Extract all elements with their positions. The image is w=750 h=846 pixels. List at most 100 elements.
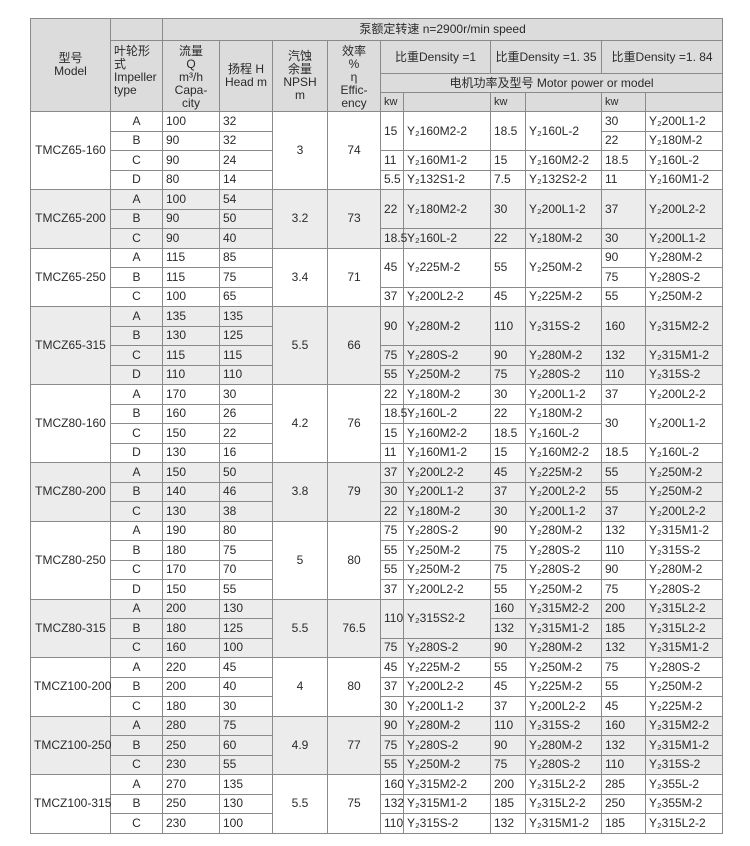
motor-kw-density-1: 132 xyxy=(380,793,404,814)
motor-kw-density-2: 15 xyxy=(490,150,526,171)
motor-kw-density-3: 250 xyxy=(601,793,646,814)
impeller-type-cell: D xyxy=(110,442,163,463)
header-kw-2: kw xyxy=(490,92,526,112)
efficiency-cell: 80 xyxy=(327,657,381,717)
head-cell: 125 xyxy=(219,325,273,346)
motor-kw-density-1: 75 xyxy=(380,735,404,756)
impeller-type-cell: B xyxy=(110,267,163,288)
motor-kw-density-3: 132 xyxy=(601,637,646,658)
capacity-cell: 115 xyxy=(162,247,220,268)
motor-model-density-2: Y₂280S-2 xyxy=(525,559,602,580)
table-row: B 90 50 xyxy=(31,208,723,229)
header-motor: 电机功率及型号 Motor power or model xyxy=(379,73,724,93)
motor-model-density-2: Y₂250M-2 xyxy=(525,247,602,288)
npsh-cell: 4.9 xyxy=(272,715,328,775)
impeller-type-cell: C xyxy=(110,559,163,580)
impeller-type-cell: B xyxy=(110,403,163,424)
motor-model-density-2: Y₂160M2-2 xyxy=(525,442,602,463)
header-capacity: 流量 Q m³/h Capa-city xyxy=(162,40,220,112)
capacity-cell: 80 xyxy=(162,169,220,190)
motor-model-density-2: Y₂315M1-2 xyxy=(525,618,602,639)
model-cell: TMCZ100-250 xyxy=(30,715,111,775)
capacity-cell: 100 xyxy=(162,286,220,307)
motor-model-density-3: Y₂315L2-2 xyxy=(644,813,724,834)
impeller-type-cell: A xyxy=(110,247,163,268)
motor-kw-density-1: 55 xyxy=(380,559,404,580)
capacity-cell: 250 xyxy=(162,793,220,814)
header-blank xyxy=(110,18,163,41)
impeller-type-cell: A xyxy=(110,774,163,795)
impeller-type-cell: C xyxy=(110,637,163,658)
efficiency-cell: 76 xyxy=(327,384,381,463)
motor-kw-density-3: 37 xyxy=(601,189,646,229)
motor-model-density-2: Y₂280S-2 xyxy=(525,754,602,775)
model-cell: TMCZ65-160 xyxy=(30,111,111,190)
capacity-cell: 140 xyxy=(162,481,220,502)
npsh-cell: 3.8 xyxy=(272,462,328,522)
model-cell: TMCZ65-250 xyxy=(30,247,111,307)
motor-model-density-2: Y₂315M1-2 xyxy=(525,813,602,834)
table-row: B 180 75 55 Y₂250M-2 75 Y₂280S-2 110 Y₂315S-2 xyxy=(31,540,724,561)
motor-kw-density-1: 45 xyxy=(380,657,404,678)
capacity-cell: 130 xyxy=(162,325,220,346)
impeller-type-cell: B xyxy=(110,676,163,697)
capacity-cell: 150 xyxy=(162,579,220,600)
header-density-1: 比重Density =1 xyxy=(380,40,491,74)
motor-model-density-3: Y₂225M-2 xyxy=(644,696,724,717)
impeller-type-cell: A xyxy=(110,657,163,678)
motor-kw-density-1: 75 xyxy=(380,345,404,366)
motor-model-density-3: Y₂315L2-2 xyxy=(644,598,724,619)
motor-model-density-1: Y₂200L2-2 xyxy=(403,462,491,483)
table-row: B 180 125 132 Y₂315M1-2 185 Y₂315L2-2 xyxy=(31,618,724,639)
impeller-type-cell: A xyxy=(110,462,163,483)
model-cell: TMCZ80-200 xyxy=(30,462,111,522)
impeller-type-cell: A xyxy=(110,111,163,132)
impeller-type-cell: A xyxy=(110,598,163,619)
motor-kw-density-1: 30 xyxy=(380,481,404,502)
motor-model-density-3: Y₂280S-2 xyxy=(644,267,724,288)
motor-model-density-1: Y₂200L1-2 xyxy=(403,696,491,717)
capacity-cell: 100 xyxy=(162,111,220,132)
motor-model-density-3: Y₂200L1-2 xyxy=(644,403,724,444)
head-cell: 115 xyxy=(219,345,273,366)
capacity-cell: 160 xyxy=(162,403,220,424)
motor-kw-density-3: 55 xyxy=(601,462,646,483)
motor-model-density-3: Y₂250M-2 xyxy=(644,676,724,697)
motor-model-density-3: Y₂355L-2 xyxy=(644,774,724,795)
head-cell: 55 xyxy=(219,579,273,600)
head-cell: 130 xyxy=(219,793,273,814)
npsh-cell: 5.5 xyxy=(272,598,328,658)
head-cell: 70 xyxy=(219,559,273,580)
motor-kw-density-1: 37 xyxy=(380,286,404,307)
model-cell: TMCZ80-160 xyxy=(30,384,111,463)
head-cell: 65 xyxy=(219,286,273,307)
motor-kw-density-2: 55 xyxy=(490,579,526,600)
head-cell: 135 xyxy=(219,774,273,795)
head-cell: 50 xyxy=(219,462,273,483)
motor-kw-density-2: 30 xyxy=(490,384,526,405)
motor-model-density-1: Y₂315S-2 xyxy=(403,813,491,834)
head-cell: 30 xyxy=(219,384,273,405)
capacity-cell: 230 xyxy=(162,813,220,834)
motor-kw-density-2: 200 xyxy=(490,774,526,795)
table-row: TMCZ100-200 A 220 45 4 80 45 Y₂225M-2 55 Y₂250M-2… xyxy=(30,657,724,717)
head-cell: 100 xyxy=(219,813,273,834)
motor-model-density-1: Y₂280M-2 xyxy=(403,306,491,346)
head-cell: 130 xyxy=(219,598,273,619)
header-model-2 xyxy=(525,92,602,112)
motor-kw-density-2: 132 xyxy=(490,618,526,639)
head-cell: 32 xyxy=(219,130,273,151)
capacity-cell: 115 xyxy=(162,267,220,288)
table-row: C 230 100 110 Y₂315S-2 132 Y₂315M1-2 185 Y₂315L2… xyxy=(31,813,724,834)
motor-model-density-1: Y₂160M2-2 xyxy=(403,111,491,151)
motor-model-density-1: Y₂250M-2 xyxy=(403,559,491,580)
model-cell: TMCZ100-315 xyxy=(30,774,111,834)
motor-model-density-2: Y₂200L2-2 xyxy=(525,696,602,717)
motor-model-density-3: Y₂315M1-2 xyxy=(644,520,724,541)
capacity-cell: 160 xyxy=(162,637,220,658)
head-cell: 110 xyxy=(219,364,273,385)
motor-kw-density-3: 285 xyxy=(601,774,646,795)
impeller-type-cell: C xyxy=(110,501,163,522)
motor-kw-density-3: 110 xyxy=(601,540,646,561)
motor-kw-density-3: 132 xyxy=(601,520,646,541)
